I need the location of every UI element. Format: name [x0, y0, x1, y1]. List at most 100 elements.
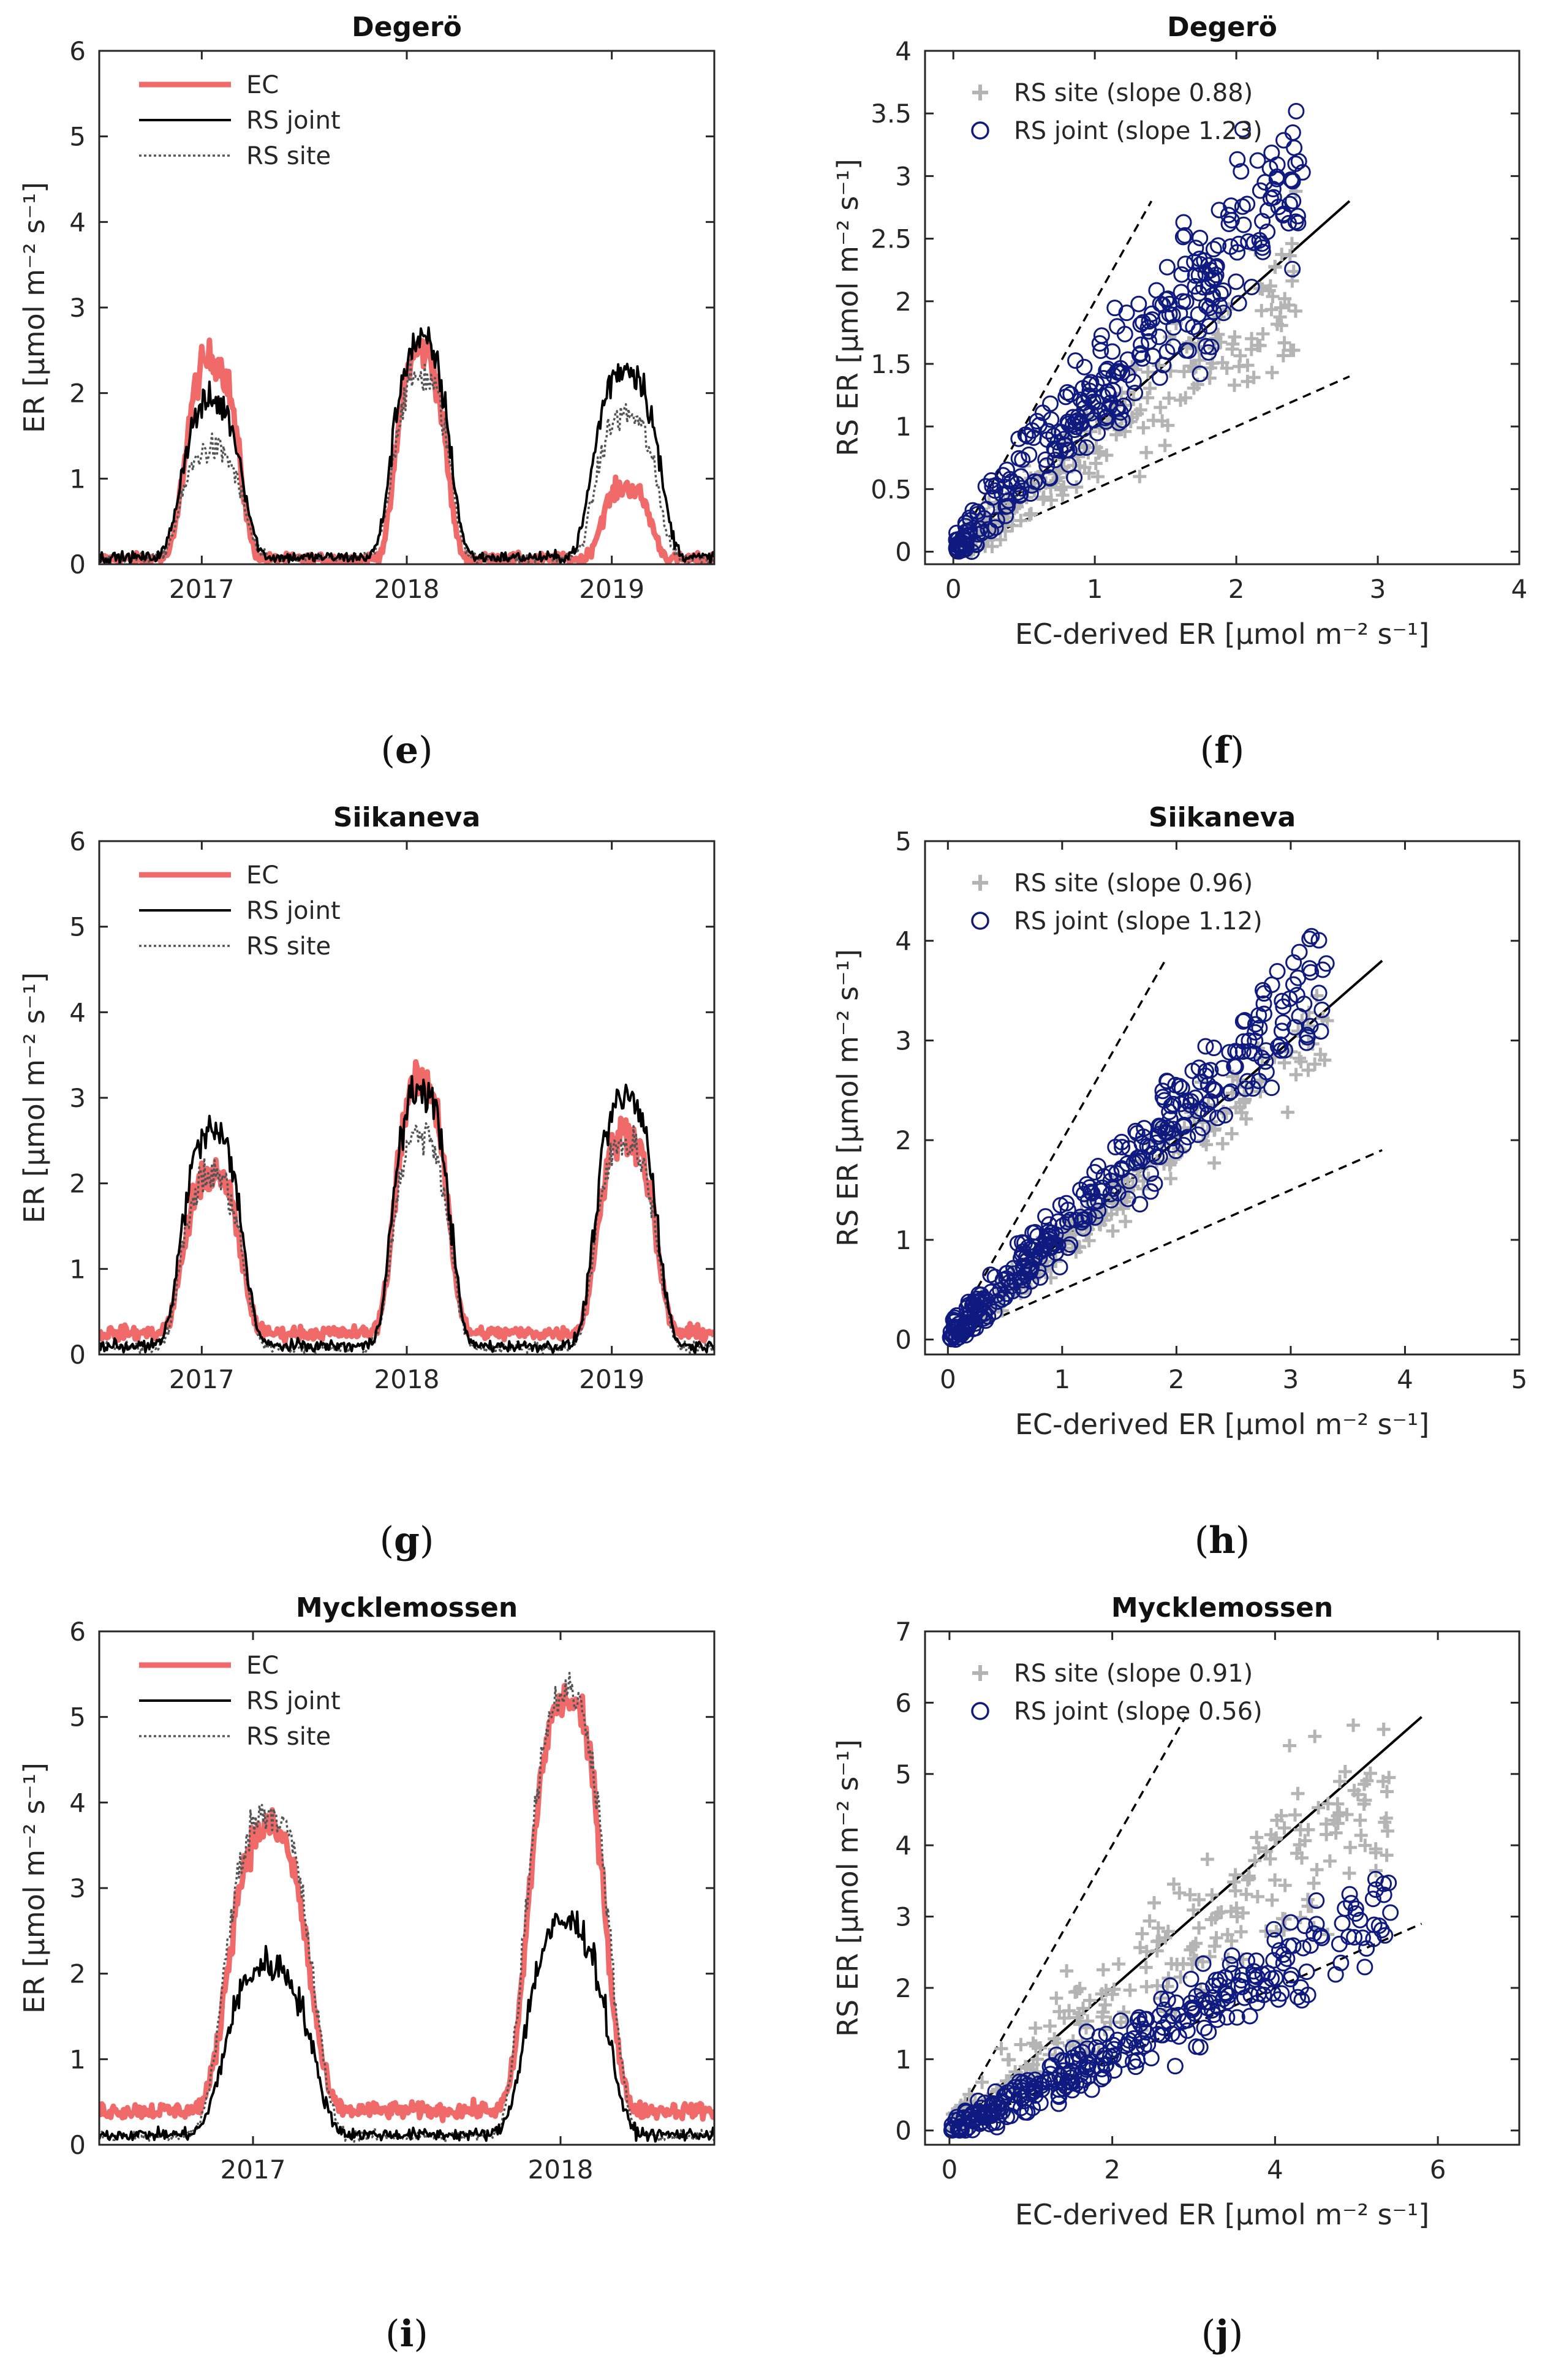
data-point-plus — [1187, 381, 1201, 395]
data-point-circle — [975, 1305, 992, 1323]
data-point-plus — [1024, 507, 1038, 521]
y-tick-label: 1.5 — [871, 349, 912, 379]
data-point-circle — [1009, 1235, 1026, 1252]
data-point-plus — [1274, 301, 1288, 315]
data-point-circle — [1249, 152, 1266, 169]
y-tick-label: 5 — [69, 122, 86, 152]
data-point-circle — [1230, 295, 1247, 312]
y-tick-label: 3 — [69, 1083, 86, 1113]
data-point-plus — [1354, 1828, 1368, 1842]
legend-label: EC — [246, 1652, 279, 1680]
data-point-plus — [1096, 1963, 1110, 1977]
data-point-circle — [1204, 1989, 1222, 2006]
data-point-circle — [1138, 2011, 1155, 2028]
data-point-circle — [1302, 1937, 1319, 1954]
data-point-circle — [1266, 1932, 1283, 1949]
y-tick-label: 3 — [895, 161, 912, 191]
data-point-plus — [1033, 2041, 1048, 2055]
data-point-circle — [1109, 2031, 1126, 2049]
data-point-circle — [1261, 160, 1279, 177]
data-point-circle — [1220, 1085, 1237, 1102]
data-point-circle — [1125, 2030, 1143, 2047]
data-point-circle — [1301, 931, 1318, 948]
data-point-circle — [1129, 2052, 1146, 2069]
data-point-circle — [1382, 1904, 1399, 1921]
series-line-ec — [99, 1059, 714, 1345]
data-point-plus — [1285, 236, 1299, 251]
y-tick-label: 2 — [69, 379, 86, 409]
legend-label: RS joint — [246, 107, 341, 135]
y-axis-label: ER [μmol m⁻² s⁻¹] — [18, 1762, 51, 2014]
data-point-circle — [1233, 163, 1250, 180]
data-point-plus — [1239, 1112, 1253, 1126]
data-point-circle — [1305, 1925, 1323, 1942]
data-point-circle — [1244, 1080, 1261, 1097]
legend: EC RS joint RS site — [139, 861, 341, 961]
y-tick-label: 5 — [895, 826, 912, 856]
series-line-ec — [99, 1683, 714, 2123]
data-point-circle — [1048, 2046, 1065, 2063]
y-tick-label: 6 — [69, 1617, 86, 1647]
data-point-plus — [1269, 1831, 1283, 1845]
data-point-circle — [1263, 1079, 1280, 1097]
panel-f: Degerö 0 1 2 3 4 0 0.5 1 1.5 2 2.5 3 3.5 4 RS ER [μmol … — [831, 12, 1527, 772]
data-point-circle — [984, 2114, 1002, 2131]
data-point-plus — [1192, 1921, 1206, 1935]
data-point-circle — [1060, 456, 1078, 473]
data-point-plus — [1215, 1136, 1230, 1150]
data-point-circle — [1234, 121, 1251, 138]
data-point-circle — [1014, 1271, 1032, 1288]
data-point-circle — [1303, 927, 1320, 945]
legend-marker-plus — [972, 1665, 988, 1681]
data-point-circle — [1106, 300, 1124, 317]
legend-marker-circle — [971, 912, 989, 930]
x-axis-label: EC-derived ER [μmol m⁻² s⁻¹] — [1015, 1408, 1429, 1441]
data-point-circle — [1288, 102, 1305, 119]
data-point-circle — [1275, 132, 1293, 149]
data-point-circle — [1266, 1921, 1283, 1938]
data-point-circle — [1183, 2000, 1200, 2017]
data-point-circle — [1142, 1183, 1159, 1200]
data-point-circle — [1105, 2036, 1122, 2053]
data-point-circle — [1239, 195, 1256, 213]
data-point-plus — [1158, 439, 1172, 453]
data-point-circle — [1131, 1196, 1149, 1213]
data-point-plus — [1100, 448, 1114, 463]
data-point-circle — [1212, 285, 1229, 302]
data-point-circle — [1264, 181, 1282, 198]
data-point-circle — [1347, 1900, 1364, 1917]
data-point-circle — [1211, 202, 1228, 219]
axes-frame — [924, 50, 1520, 565]
data-point-circle — [1054, 1217, 1071, 1234]
data-point-plus — [1174, 393, 1188, 407]
data-point-plus — [1136, 421, 1150, 435]
data-point-circle — [1158, 259, 1176, 276]
data-point-circle — [1275, 1946, 1292, 1963]
data-point-circle — [1132, 316, 1149, 333]
data-point-plus — [1274, 319, 1288, 333]
data-point-plus — [1245, 331, 1259, 346]
chart-title: Siikaneva — [333, 802, 480, 833]
data-point-circle — [986, 1269, 1003, 1286]
panel-label: (h) — [1195, 1519, 1250, 1562]
y-axis-label: RS ER [μmol m⁻² s⁻¹] — [831, 159, 864, 456]
data-point-plus — [1363, 1766, 1377, 1780]
data-point-circle — [1299, 1029, 1316, 1046]
data-point-circle — [1105, 1181, 1122, 1198]
data-point-plus — [1005, 519, 1019, 533]
data-point-circle — [1192, 255, 1209, 273]
data-point-plus — [1143, 1914, 1157, 1928]
y-tick-label: 7 — [895, 1617, 912, 1647]
data-point-plus — [1014, 2038, 1028, 2052]
data-point-plus — [1238, 1092, 1252, 1106]
data-point-circle — [1112, 2012, 1130, 2029]
data-point-plus — [1263, 1852, 1277, 1866]
data-point-circle — [1220, 1987, 1237, 2004]
series-line-joint — [99, 1075, 714, 1354]
data-point-circle — [1146, 1175, 1163, 1192]
data-point-circle — [1200, 2023, 1217, 2041]
data-point-circle — [1081, 376, 1098, 393]
data-point-circle — [1254, 213, 1271, 230]
y-tick-label: 4 — [69, 1788, 86, 1818]
data-point-plus — [1265, 366, 1279, 380]
